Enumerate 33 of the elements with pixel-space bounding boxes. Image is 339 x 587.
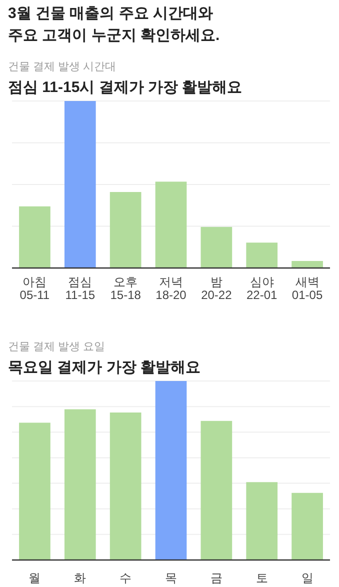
x-tick-label: 월 xyxy=(28,571,41,585)
chart-title: 목요일 결제가 가장 활발해요 xyxy=(8,359,201,376)
text: 3월 건물 매출의 주요 시간대와 주요 고객이 누군지 확인하세요. xyxy=(8,5,220,44)
x-tick-label: 저녁 18-20 xyxy=(156,275,187,302)
x-tick-label: 토 xyxy=(256,571,268,585)
bar xyxy=(64,101,96,268)
chart-subtitle: 건물 결제 발생 시간대 xyxy=(8,61,116,73)
x-tick-label: 새벽 01-05 xyxy=(292,275,323,302)
bar xyxy=(19,422,50,560)
bar xyxy=(292,260,323,268)
x-tick-label: 점심 11-15 xyxy=(65,275,96,302)
x-tick-label: 오후 15-18 xyxy=(110,275,142,302)
x-tick-label: 일 xyxy=(301,571,314,585)
x-tick-label: 밤 20-22 xyxy=(201,275,232,302)
bar xyxy=(292,492,323,560)
bar xyxy=(19,206,50,268)
bar xyxy=(64,409,96,560)
chart-subtitle: 건물 결제 발생 요일 xyxy=(8,341,106,353)
bar xyxy=(155,182,187,268)
x-tick-label: 금 xyxy=(210,571,222,585)
chart-title: 점심 11-15시 결제가 가장 활발해요 xyxy=(8,79,242,96)
bar xyxy=(246,242,278,268)
bar xyxy=(110,412,142,560)
x-tick-label: 화 xyxy=(74,571,86,585)
bar xyxy=(200,226,232,268)
bar xyxy=(246,482,278,560)
x-tick-label: 심야 22-01 xyxy=(246,275,278,302)
bar xyxy=(200,420,232,560)
x-tick-label: 목 xyxy=(165,571,177,585)
x-tick-label: 수 xyxy=(120,571,132,585)
bar xyxy=(155,381,187,560)
x-tick-label: 아침 05-11 xyxy=(20,275,50,302)
bar xyxy=(110,192,142,268)
